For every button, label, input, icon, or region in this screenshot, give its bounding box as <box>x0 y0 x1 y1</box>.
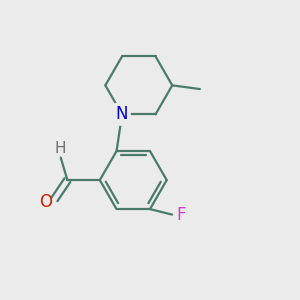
Text: O: O <box>39 193 52 211</box>
Text: F: F <box>177 206 186 224</box>
Text: H: H <box>55 141 67 156</box>
Text: N: N <box>116 105 128 123</box>
